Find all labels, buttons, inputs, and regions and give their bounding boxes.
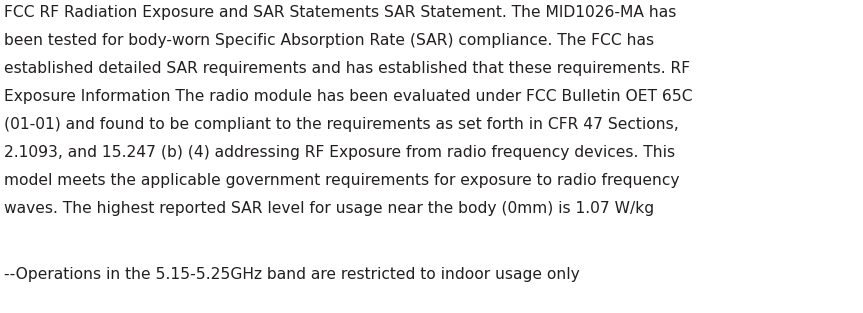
Text: (01-01) and found to be compliant to the requirements as set forth in CFR 47 Sec: (01-01) and found to be compliant to the… bbox=[4, 117, 679, 132]
Text: 2.1093, and 15.247 (b) (4) addressing RF Exposure from radio frequency devices. : 2.1093, and 15.247 (b) (4) addressing RF… bbox=[4, 145, 675, 160]
Text: waves. The highest reported SAR level for usage near the body (0mm) is 1.07 W/kg: waves. The highest reported SAR level fo… bbox=[4, 201, 654, 216]
Text: been tested for body-worn Specific Absorption Rate (SAR) compliance. The FCC has: been tested for body-worn Specific Absor… bbox=[4, 33, 654, 48]
Text: FCC RF Radiation Exposure and SAR Statements SAR Statement. The MID1026-MA has: FCC RF Radiation Exposure and SAR Statem… bbox=[4, 5, 677, 20]
Text: --Operations in the 5.15-5.25GHz band are restricted to indoor usage only: --Operations in the 5.15-5.25GHz band ar… bbox=[4, 267, 580, 282]
Text: Exposure Information The radio module has been evaluated under FCC Bulletin OET : Exposure Information The radio module ha… bbox=[4, 89, 693, 104]
Text: model meets the applicable government requirements for exposure to radio frequen: model meets the applicable government re… bbox=[4, 173, 679, 188]
Text: established detailed SAR requirements and has established that these requirement: established detailed SAR requirements an… bbox=[4, 61, 690, 76]
